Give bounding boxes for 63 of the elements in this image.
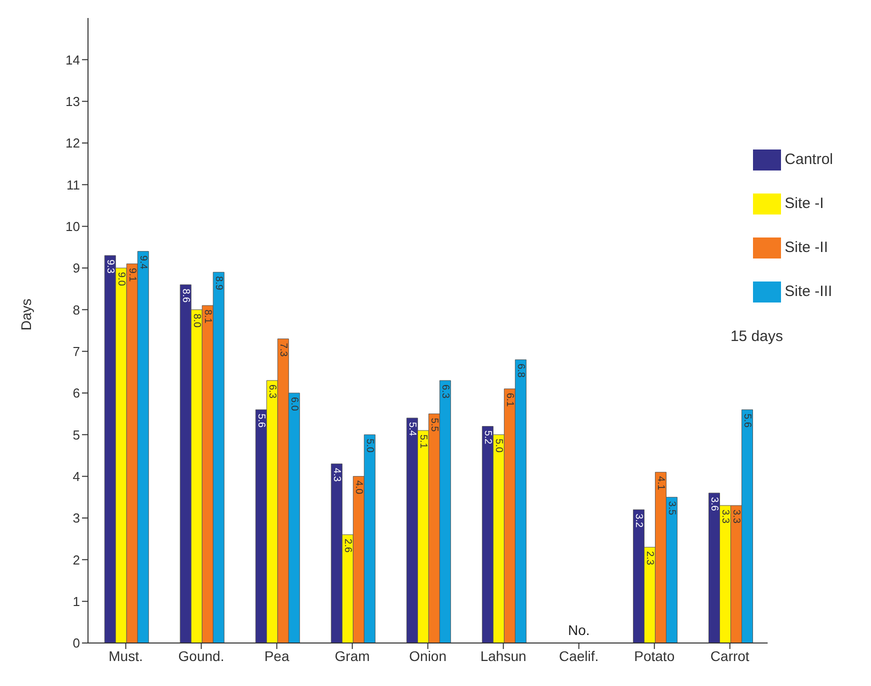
x-tick-label: Carrot — [710, 648, 750, 664]
x-tick-label: Gram — [334, 648, 370, 664]
data-label: 6.8 — [515, 364, 526, 378]
data-label: 3.6 — [708, 497, 720, 512]
y-tick-label: 11 — [66, 177, 80, 192]
legend-label: Site -II — [784, 239, 828, 256]
data-label: 5.5 — [428, 418, 440, 432]
y-tick-label: 14 — [66, 52, 80, 68]
data-label: 9.4 — [138, 255, 149, 270]
legend-label: Site -I — [784, 195, 824, 212]
y-tick-label: 1 — [72, 594, 80, 609]
x-tick-label: Caelif. — [559, 648, 599, 664]
y-tick-label: 10 — [66, 218, 80, 234]
x-tick-label: Onion — [409, 648, 446, 664]
data-label: 6.1 — [504, 392, 516, 408]
x-tick-label: Lahsun — [480, 648, 526, 664]
y-tick-label: 12 — [66, 136, 80, 151]
y-tick-label: 0 — [72, 636, 80, 651]
y-tick-label: 7 — [72, 344, 80, 359]
data-label: 5.0 — [364, 438, 376, 454]
data-label: 8.0 — [191, 314, 202, 328]
y-tick-label: 8 — [72, 302, 80, 318]
data-label: 5.6 — [256, 414, 267, 428]
legend-label: Cantrol — [784, 151, 833, 168]
y-tick-label: 4 — [72, 468, 80, 484]
data-label: 8.6 — [180, 288, 192, 304]
data-label: 8.9 — [213, 276, 224, 291]
data-label: 9.3 — [104, 260, 116, 274]
data-label: 9.0 — [116, 272, 127, 286]
data-label: 5.6 — [742, 414, 753, 428]
data-label: 4.3 — [331, 468, 342, 482]
data-label: 5.0 — [493, 438, 504, 454]
data-label: 7.3 — [278, 342, 289, 358]
data-label: 6.3 — [440, 384, 451, 399]
y-tick-label: 6 — [72, 386, 80, 401]
data-label: 2.6 — [342, 538, 354, 554]
data-label: 3.5 — [666, 501, 678, 516]
x-tick-label: Pea — [264, 648, 290, 664]
data-label: 2.3 — [644, 551, 656, 566]
annotation: No. — [568, 622, 590, 638]
data-label: 6.3 — [266, 384, 278, 399]
y-tick-label: 9 — [72, 260, 80, 276]
data-label: 4.0 — [353, 480, 364, 495]
data-label: 5.1 — [418, 434, 429, 449]
data-label: 6.0 — [288, 397, 300, 412]
legend-title: 15 days — [730, 328, 783, 345]
y-tick-label: 3 — [72, 510, 80, 526]
x-tick-label: Potato — [634, 648, 675, 664]
y-axis-title: Days — [18, 298, 34, 330]
y-tick-label: 13 — [66, 94, 80, 109]
data-label: 5.2 — [482, 430, 494, 445]
data-label: 3.3 — [730, 510, 742, 524]
data-label: 9.1 — [126, 268, 138, 282]
x-tick-label: Must. — [108, 648, 143, 664]
y-tick-label: 5 — [72, 427, 80, 442]
data-label: 3.2 — [633, 514, 644, 528]
legend-label: Site -III — [784, 283, 832, 300]
data-label: 5.4 — [406, 422, 418, 436]
y-tick-label: 2 — [72, 552, 80, 568]
data-label: 8.1 — [202, 310, 214, 324]
data-label: 3.3 — [720, 510, 731, 524]
data-label: 4.1 — [655, 476, 666, 491]
x-tick-label: Gound. — [178, 648, 224, 664]
